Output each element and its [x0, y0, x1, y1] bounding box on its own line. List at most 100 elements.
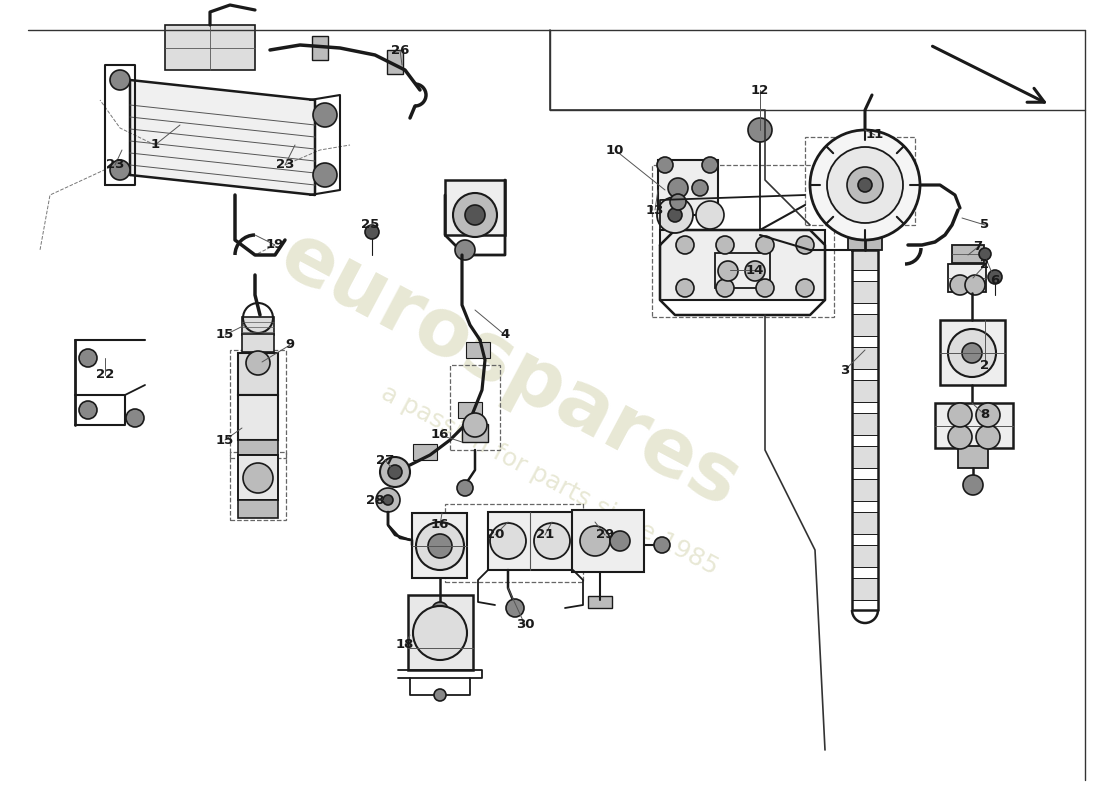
Circle shape	[246, 351, 270, 375]
Circle shape	[610, 531, 630, 551]
Circle shape	[110, 70, 130, 90]
Circle shape	[748, 118, 772, 142]
Text: 26: 26	[390, 43, 409, 57]
Circle shape	[657, 197, 693, 233]
Circle shape	[847, 167, 883, 203]
Bar	[852, 512, 878, 534]
Circle shape	[376, 488, 400, 512]
Circle shape	[696, 201, 724, 229]
Bar	[660, 230, 825, 300]
Text: 30: 30	[516, 618, 535, 631]
Bar	[458, 402, 482, 418]
Circle shape	[858, 178, 872, 192]
Bar	[652, 165, 834, 317]
Circle shape	[383, 495, 393, 505]
Circle shape	[979, 248, 991, 260]
Bar	[935, 403, 1013, 448]
Circle shape	[950, 275, 970, 295]
Bar	[572, 510, 644, 572]
Circle shape	[692, 180, 708, 196]
Bar	[488, 512, 573, 570]
Text: 9: 9	[285, 338, 295, 351]
Circle shape	[465, 205, 485, 225]
Text: 3: 3	[840, 363, 849, 377]
Bar	[852, 314, 878, 336]
Text: 21: 21	[536, 529, 554, 542]
Bar	[408, 595, 473, 670]
Bar	[948, 264, 986, 292]
Circle shape	[365, 225, 380, 239]
Circle shape	[534, 523, 570, 559]
Bar	[412, 444, 437, 460]
Text: 13: 13	[646, 203, 664, 217]
Text: 25: 25	[361, 218, 379, 231]
Circle shape	[110, 160, 130, 180]
Text: 5: 5	[980, 218, 990, 231]
Bar	[852, 545, 878, 567]
Bar	[958, 446, 988, 468]
Bar	[852, 446, 878, 468]
Bar	[466, 342, 490, 358]
Circle shape	[718, 261, 738, 281]
Text: 22: 22	[96, 369, 114, 382]
Bar	[715, 253, 770, 288]
Circle shape	[314, 163, 337, 187]
Circle shape	[676, 236, 694, 254]
Bar	[165, 25, 255, 70]
Text: 20: 20	[486, 529, 504, 542]
Circle shape	[796, 279, 814, 297]
Circle shape	[702, 157, 718, 173]
Circle shape	[962, 343, 982, 363]
Circle shape	[668, 178, 688, 198]
Circle shape	[796, 236, 814, 254]
Text: 23: 23	[276, 158, 294, 171]
Text: 4: 4	[500, 329, 509, 342]
Bar	[450, 365, 500, 450]
Circle shape	[657, 157, 673, 173]
Text: 2: 2	[980, 358, 990, 371]
Bar	[852, 578, 878, 600]
Circle shape	[412, 606, 468, 660]
Text: 23: 23	[106, 158, 124, 171]
Bar	[238, 395, 278, 440]
Text: 14: 14	[746, 263, 764, 277]
Bar	[312, 36, 328, 60]
Bar	[852, 347, 878, 369]
Bar	[952, 245, 984, 263]
Bar	[242, 334, 274, 352]
Circle shape	[976, 425, 1000, 449]
Circle shape	[756, 279, 774, 297]
Circle shape	[580, 526, 611, 556]
Bar	[230, 350, 286, 458]
Bar	[230, 452, 286, 520]
Text: 19: 19	[266, 238, 284, 251]
Text: 1: 1	[151, 138, 160, 151]
Circle shape	[314, 103, 337, 127]
Bar	[848, 230, 882, 250]
Circle shape	[965, 275, 985, 295]
Circle shape	[490, 523, 526, 559]
Circle shape	[962, 475, 983, 495]
Text: 28: 28	[366, 494, 384, 506]
Text: a passion for parts since 1985: a passion for parts since 1985	[377, 381, 723, 579]
Bar	[852, 248, 878, 270]
Bar	[238, 353, 278, 395]
Text: 6: 6	[990, 274, 1000, 286]
Circle shape	[455, 240, 475, 260]
Circle shape	[948, 329, 996, 377]
Bar	[852, 380, 878, 402]
Bar	[852, 281, 878, 303]
Bar	[387, 50, 403, 74]
Bar	[412, 513, 468, 578]
Circle shape	[676, 279, 694, 297]
Bar	[238, 440, 278, 455]
Circle shape	[988, 270, 1002, 284]
Circle shape	[506, 599, 524, 617]
Circle shape	[126, 409, 144, 427]
Text: 29: 29	[596, 529, 614, 542]
Bar	[852, 413, 878, 435]
Circle shape	[79, 401, 97, 419]
Circle shape	[668, 208, 682, 222]
Circle shape	[745, 261, 764, 281]
Bar	[446, 504, 583, 582]
